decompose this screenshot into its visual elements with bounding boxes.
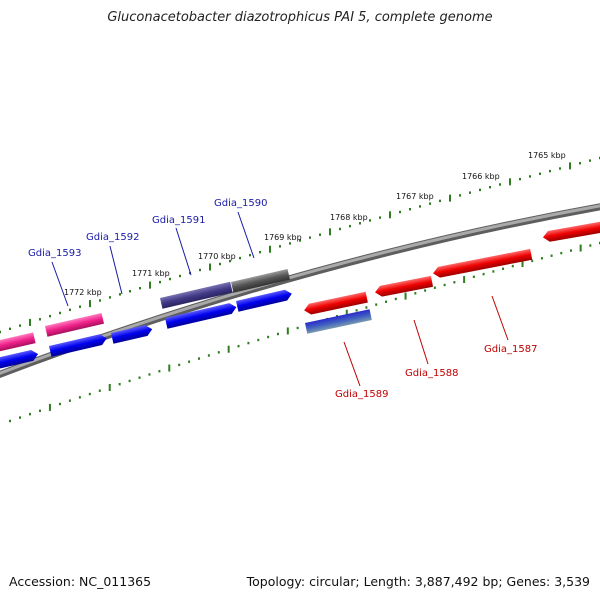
scale-label: 1772 kbp bbox=[64, 288, 102, 297]
upper-scale-ticks bbox=[0, 156, 600, 334]
gene-arrow-gdia-1589[interactable] bbox=[303, 291, 368, 316]
gene-arrow[interactable] bbox=[542, 219, 600, 243]
gene-arrow[interactable] bbox=[0, 332, 36, 353]
scale-labels: 1765 kbp 1766 kbp 1767 kbp 1768 kbp 1769… bbox=[64, 151, 566, 297]
map-title: Gluconacetobacter diazotrophicus PAI 5, … bbox=[107, 10, 493, 25]
gene-label-gdia-1589[interactable]: Gdia_1589 bbox=[335, 389, 388, 400]
gene-arrow[interactable] bbox=[165, 302, 238, 329]
scale-label: 1769 kbp bbox=[264, 233, 302, 242]
gene-label-gdia-1588[interactable]: Gdia_1588 bbox=[405, 368, 458, 379]
reverse-genes bbox=[303, 219, 600, 334]
genome-stats-text: Topology: circular; Length: 3,887,492 bp… bbox=[246, 574, 590, 589]
gene-arrow[interactable] bbox=[45, 312, 104, 337]
gene-label-gdia-1590[interactable]: Gdia_1590 bbox=[214, 198, 267, 209]
gene-arrow-gdia-1593[interactable] bbox=[49, 333, 108, 357]
gene-arrow[interactable] bbox=[236, 288, 293, 312]
scale-label: 1767 kbp bbox=[396, 192, 434, 201]
lower-scale-ticks bbox=[9, 241, 600, 423]
gene-arrow-gdia-1588[interactable] bbox=[374, 275, 434, 298]
scale-label: 1770 kbp bbox=[198, 252, 236, 261]
scale-label: 1766 kbp bbox=[462, 172, 500, 181]
label-leaders bbox=[51, 211, 509, 387]
gene-label-gdia-1587[interactable]: Gdia_1587 bbox=[484, 344, 537, 355]
gene-arrow-gdia-1590[interactable] bbox=[231, 268, 290, 293]
accession-text: Accession: NC_011365 bbox=[9, 574, 152, 589]
forward-inner-genes bbox=[0, 288, 293, 370]
scale-label: 1771 kbp bbox=[132, 269, 170, 278]
forward-outer-genes bbox=[0, 268, 290, 353]
gene-labels: Gdia_1593 Gdia_1592 Gdia_1591 Gdia_1590 … bbox=[28, 198, 537, 400]
gene-arrow-gdia-1587[interactable] bbox=[432, 248, 533, 279]
gene-label-gdia-1593[interactable]: Gdia_1593 bbox=[28, 248, 81, 259]
gene-arrow[interactable] bbox=[0, 349, 39, 370]
gene-arrow-gdia-1591[interactable] bbox=[160, 281, 233, 309]
gene-arrow-gdia-1589-b[interactable] bbox=[305, 309, 372, 334]
gene-label-gdia-1592[interactable]: Gdia_1592 bbox=[86, 232, 139, 243]
scale-label: 1768 kbp bbox=[330, 213, 368, 222]
gene-label-gdia-1591[interactable]: Gdia_1591 bbox=[152, 215, 205, 226]
gene-arrow-gdia-1592[interactable] bbox=[111, 324, 153, 344]
scale-label: 1765 kbp bbox=[528, 151, 566, 160]
